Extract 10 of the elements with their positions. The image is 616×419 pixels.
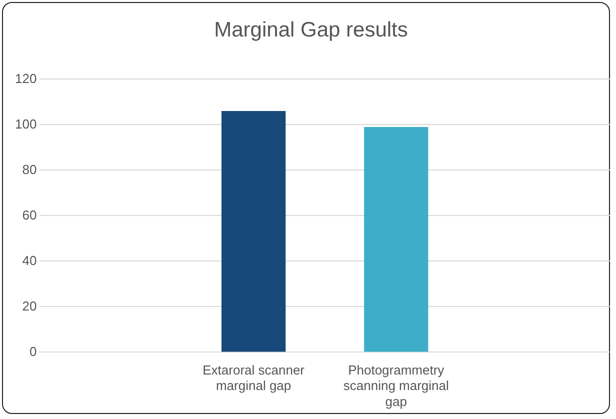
chart-title: Marginal Gap results (214, 18, 408, 42)
y-tick-label: 100 (14, 116, 37, 132)
y-tick-label: 120 (14, 70, 37, 86)
x-tick-label: Photogrammetry scanning marginal gap (343, 362, 449, 409)
y-tick-label: 60 (22, 207, 37, 222)
x-tick-label: Extaroral scanner marginal gap (202, 362, 306, 394)
y-tick-label: 40 (22, 252, 37, 268)
y-tick-label: 20 (22, 298, 37, 314)
y-tick-label: 80 (22, 162, 37, 177)
y-tick-label: 0 (29, 344, 37, 359)
